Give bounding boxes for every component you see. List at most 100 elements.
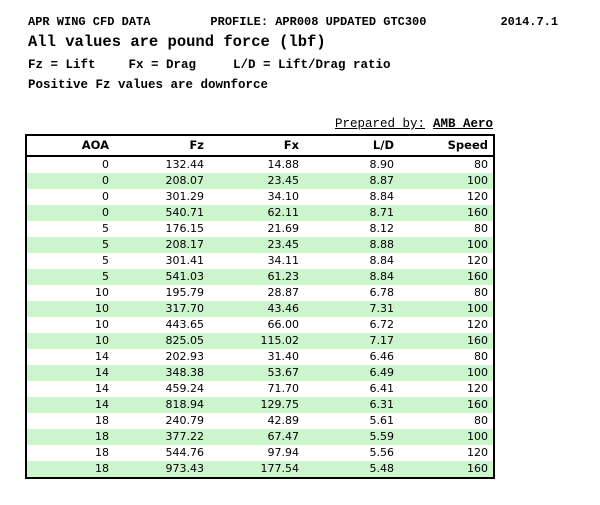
- cell-fz: 540.71: [114, 205, 209, 221]
- cell-speed: 100: [399, 237, 494, 253]
- cell-ld: 6.49: [304, 365, 399, 381]
- cell-ld: 8.12: [304, 221, 399, 237]
- cell-ld: 7.17: [304, 333, 399, 349]
- cell-fx: 14.88: [209, 156, 304, 173]
- header-row: AOA Fz Fx L/D Speed: [26, 135, 494, 157]
- table-row: 14 202.93 31.40 6.46 80: [26, 349, 494, 365]
- cell-speed: 120: [399, 189, 494, 205]
- cell-speed: 160: [399, 461, 494, 478]
- legend-line: Fz = Lift Fx = Drag L/D = Lift/Drag ratio: [28, 58, 391, 72]
- cell-ld: 5.59: [304, 429, 399, 445]
- cell-fz: 301.41: [114, 253, 209, 269]
- cell-aoa: 0: [26, 205, 114, 221]
- prepared-by-value: AMB Aero: [432, 117, 493, 131]
- table-row: 10 825.05 115.02 7.17 160: [26, 333, 494, 349]
- cell-fz: 240.79: [114, 413, 209, 429]
- cell-aoa: 18: [26, 461, 114, 478]
- cell-speed: 160: [399, 397, 494, 413]
- table-body: 0 132.44 14.88 8.90 80 0 208.07 23.45 8.87 100 0 30…: [26, 156, 494, 478]
- cell-fx: 53.67: [209, 365, 304, 381]
- cell-ld: 8.84: [304, 253, 399, 269]
- cell-fz: 544.76: [114, 445, 209, 461]
- date-label: 2014.7.1: [500, 15, 559, 29]
- cell-speed: 80: [399, 156, 494, 173]
- cell-fx: 31.40: [209, 349, 304, 365]
- cell-aoa: 10: [26, 301, 114, 317]
- cell-fz: 317.70: [114, 301, 209, 317]
- cell-fz: 459.24: [114, 381, 209, 397]
- subtitle: All values are pound force (lbf): [28, 33, 326, 51]
- cell-fx: 62.11: [209, 205, 304, 221]
- column-header-fz: Fz: [114, 135, 209, 157]
- cell-fx: 61.23: [209, 269, 304, 285]
- cell-ld: 5.56: [304, 445, 399, 461]
- cell-aoa: 0: [26, 156, 114, 173]
- cell-ld: 6.72: [304, 317, 399, 333]
- cell-aoa: 10: [26, 285, 114, 301]
- table-row: 5 176.15 21.69 8.12 80: [26, 221, 494, 237]
- table-row: 18 240.79 42.89 5.61 80: [26, 413, 494, 429]
- column-header-ld: L/D: [304, 135, 399, 157]
- profile-label: PROFILE: APR008 UPDATED GTC300: [210, 15, 427, 29]
- cell-fz: 208.17: [114, 237, 209, 253]
- cell-speed: 120: [399, 445, 494, 461]
- cell-fx: 23.45: [209, 237, 304, 253]
- cell-speed: 100: [399, 365, 494, 381]
- cell-aoa: 10: [26, 333, 114, 349]
- prepared-by-label: Prepared by:: [334, 117, 425, 131]
- prepared-by-line: Prepared by: AMB Aero: [25, 117, 493, 131]
- cell-fz: 132.44: [114, 156, 209, 173]
- cell-aoa: 14: [26, 381, 114, 397]
- table-row: 14 459.24 71.70 6.41 120: [26, 381, 494, 397]
- table-row: 0 540.71 62.11 8.71 160: [26, 205, 494, 221]
- cell-aoa: 5: [26, 221, 114, 237]
- cell-fz: 825.05: [114, 333, 209, 349]
- table-row: 18 377.22 67.47 5.59 100: [26, 429, 494, 445]
- cell-ld: 5.61: [304, 413, 399, 429]
- table-row: 10 443.65 66.00 6.72 120: [26, 317, 494, 333]
- cell-fz: 443.65: [114, 317, 209, 333]
- cell-speed: 100: [399, 173, 494, 189]
- cell-fx: 129.75: [209, 397, 304, 413]
- cell-aoa: 0: [26, 189, 114, 205]
- cell-ld: 6.46: [304, 349, 399, 365]
- report-header-line: APR WING CFD DATA PROFILE: APR008 UPDATED…: [28, 15, 558, 29]
- table-header: AOA Fz Fx L/D Speed: [26, 135, 494, 157]
- cell-fx: 115.02: [209, 333, 304, 349]
- table-row: 14 348.38 53.67 6.49 100: [26, 365, 494, 381]
- cell-speed: 160: [399, 205, 494, 221]
- cell-speed: 80: [399, 221, 494, 237]
- cell-ld: 8.87: [304, 173, 399, 189]
- cell-aoa: 18: [26, 413, 114, 429]
- cell-fz: 301.29: [114, 189, 209, 205]
- cell-fx: 71.70: [209, 381, 304, 397]
- cell-speed: 80: [399, 413, 494, 429]
- legend-item-ld: L/D = Lift/Drag ratio: [233, 58, 391, 72]
- cell-speed: 160: [399, 333, 494, 349]
- note: Positive Fz values are downforce: [28, 78, 269, 92]
- cell-fx: 67.47: [209, 429, 304, 445]
- column-header-speed: Speed: [399, 135, 494, 157]
- cell-ld: 8.90: [304, 156, 399, 173]
- legend-item-fz: Fz = Lift: [28, 58, 96, 72]
- cell-fz: 541.03: [114, 269, 209, 285]
- table-row: 18 973.43 177.54 5.48 160: [26, 461, 494, 478]
- cell-fz: 202.93: [114, 349, 209, 365]
- cell-aoa: 18: [26, 429, 114, 445]
- cell-fx: 42.89: [209, 413, 304, 429]
- doc-title: APR WING CFD DATA: [28, 15, 151, 29]
- cell-fx: 97.94: [209, 445, 304, 461]
- cell-ld: 6.31: [304, 397, 399, 413]
- cell-speed: 120: [399, 253, 494, 269]
- column-header-fx: Fx: [209, 135, 304, 157]
- legend-item-fx: Fx = Drag: [128, 58, 197, 72]
- cell-speed: 100: [399, 429, 494, 445]
- cell-ld: 8.84: [304, 269, 399, 285]
- cell-speed: 160: [399, 269, 494, 285]
- cell-fz: 818.94: [114, 397, 209, 413]
- table-row: 0 301.29 34.10 8.84 120: [26, 189, 494, 205]
- cell-speed: 120: [399, 381, 494, 397]
- cfd-data-table: AOA Fz Fx L/D Speed 0 132.44 14.88 8.90 80 0 2…: [25, 134, 495, 479]
- cell-aoa: 5: [26, 253, 114, 269]
- cell-aoa: 18: [26, 445, 114, 461]
